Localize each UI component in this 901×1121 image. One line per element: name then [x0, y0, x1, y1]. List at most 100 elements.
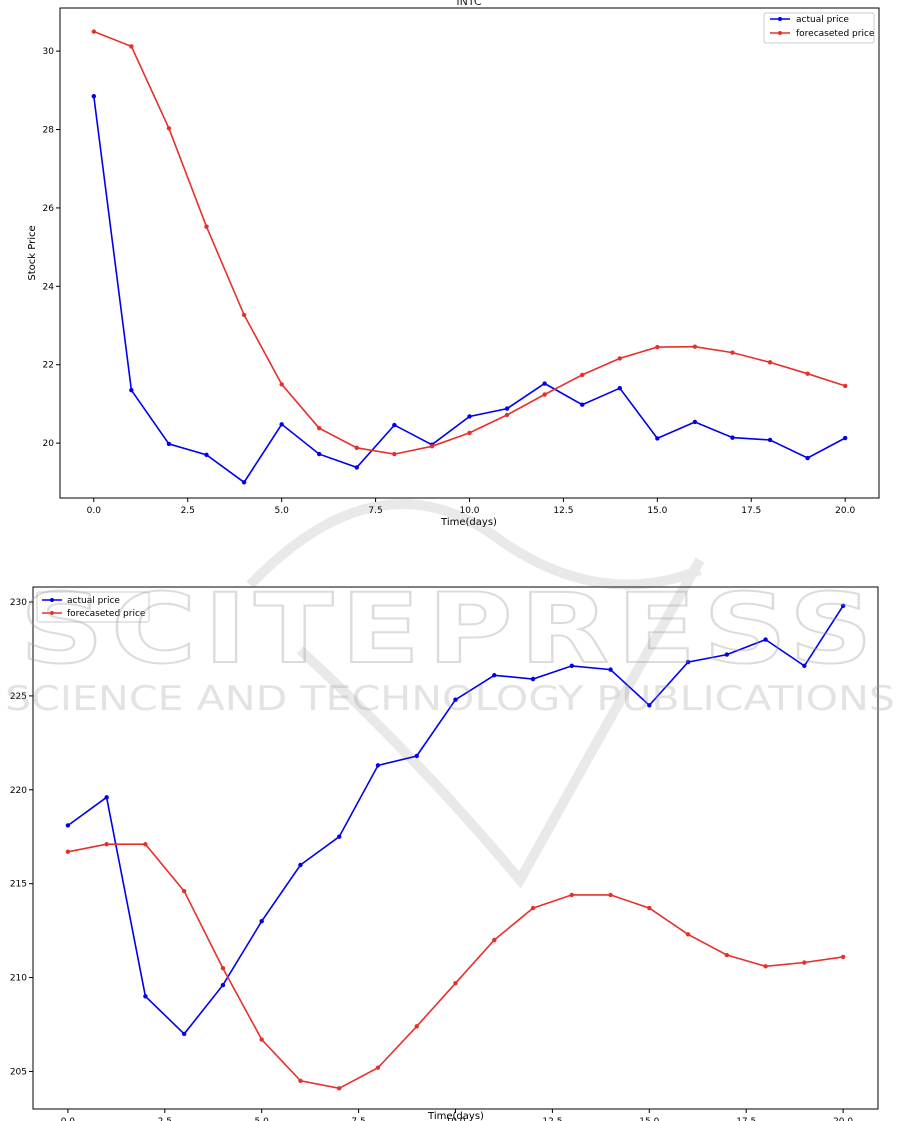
x-tick-label: 0.0: [87, 506, 102, 516]
data-point-actual: [204, 452, 209, 458]
data-point-actual: [569, 663, 574, 669]
data-point-forecast: [842, 383, 848, 389]
data-point-forecast: [204, 224, 209, 229]
data-point-actual: [453, 697, 458, 702]
x-tick-label: 20.0: [835, 506, 855, 516]
data-point-actual: [91, 94, 97, 99]
data-point-actual: [298, 862, 303, 868]
data-point-actual: [802, 663, 807, 669]
data-point-forecast: [259, 1037, 264, 1042]
data-point-forecast: [298, 1078, 303, 1084]
x-tick-label: 15.0: [639, 1117, 659, 1121]
x-tick-label: 5.0: [274, 506, 289, 516]
data-point-forecast: [617, 356, 622, 361]
data-point-forecast: [143, 842, 148, 847]
x-tick-label: 10.0: [445, 1117, 465, 1121]
x-tick-label: 7.5: [368, 506, 382, 516]
series-group: [65, 603, 846, 1091]
series-line-actual: [93, 96, 846, 484]
x-tick-label: 2.5: [181, 506, 195, 516]
y-tick-label: 30: [43, 47, 55, 57]
data-point-forecast: [724, 952, 730, 958]
data-point-forecast: [530, 905, 536, 911]
y-tick-label: 20: [43, 439, 55, 449]
x-axis-label: Time(days): [427, 1111, 484, 1121]
data-point-forecast: [65, 849, 71, 854]
data-point-forecast: [414, 1024, 419, 1029]
data-point-forecast: [279, 382, 284, 387]
legend-label-forecast: forecaseted price: [67, 609, 146, 619]
data-point-forecast: [220, 965, 226, 971]
data-point-forecast: [580, 372, 585, 378]
data-point-actual: [65, 823, 71, 828]
x-tick-label: 0.0: [61, 1117, 76, 1121]
legend-box: [36, 591, 150, 623]
data-point-forecast: [504, 412, 510, 418]
y-tick-label: 22: [43, 361, 54, 371]
data-point-actual: [414, 753, 419, 759]
data-point-actual: [842, 435, 848, 441]
x-tick-label: 20.0: [833, 1117, 853, 1121]
data-point-actual: [840, 603, 846, 608]
data-point-forecast: [542, 392, 547, 397]
data-point-forecast: [91, 29, 97, 34]
data-point-actual: [805, 455, 810, 461]
data-point-forecast: [730, 350, 735, 355]
plot-frame: [59, 7, 880, 499]
data-point-forecast: [317, 426, 322, 431]
data-point-forecast: [392, 451, 397, 457]
data-point-forecast: [181, 888, 187, 894]
data-point-actual: [617, 386, 622, 391]
data-point-actual: [492, 673, 497, 678]
series-line-forecast: [93, 30, 846, 455]
data-point-forecast: [608, 892, 613, 898]
axis-ticks: 0.0 2.5 5.0 7.5 10.0 12.5 15.0 17.5 20.0 20 22 24 26…: [43, 47, 856, 516]
data-point-actual: [392, 422, 397, 428]
x-tick-label: 10.0: [459, 506, 479, 516]
legend-marker-actual: [778, 17, 782, 21]
legend-label-actual: actual price: [67, 596, 120, 606]
data-point-forecast: [805, 371, 810, 376]
data-point-actual: [259, 919, 264, 924]
data-point-actual: [181, 1031, 187, 1037]
intc-price-chart: INTC 0.0 2.5 5.0 7.5 10.0 12.5 15.0 17.5 20.0 20 2…: [27, 0, 880, 528]
legend-box: [763, 12, 875, 44]
series-group: [91, 29, 848, 485]
data-point-actual: [143, 994, 148, 999]
data-point-actual: [655, 436, 660, 441]
data-point-forecast: [429, 444, 435, 449]
data-point-forecast: [685, 932, 691, 937]
legend: actual price forecaseted price: [36, 591, 150, 623]
y-tick-label: 28: [43, 126, 55, 136]
second-price-chart: 0.0 2.5 5.0 7.5 10.0 12.5 15.0 17.5 20.0 205 210 21…: [10, 586, 879, 1121]
plot-frame: [32, 586, 879, 1110]
data-point-forecast: [763, 964, 768, 969]
y-tick-label: 210: [10, 974, 27, 984]
data-point-actual: [220, 982, 226, 988]
x-tick-label: 17.5: [741, 506, 761, 516]
data-point-actual: [763, 637, 768, 642]
data-point-actual: [337, 834, 342, 839]
data-point-actual: [724, 652, 730, 657]
data-point-actual: [767, 437, 773, 443]
data-point-forecast: [802, 960, 807, 965]
x-tick-label: 7.5: [351, 1117, 365, 1121]
data-point-actual: [542, 381, 547, 386]
y-tick-label: 24: [43, 282, 55, 292]
y-axis-label: Stock Price: [27, 225, 38, 280]
data-point-actual: [354, 465, 359, 470]
data-point-forecast: [129, 44, 134, 49]
x-tick-label: 15.0: [647, 506, 667, 516]
x-tick-label: 12.5: [553, 506, 573, 516]
series-line-forecast: [67, 843, 844, 1090]
data-point-forecast: [337, 1086, 342, 1091]
data-point-forecast: [840, 954, 846, 960]
data-point-forecast: [354, 445, 359, 451]
series-line-actual: [67, 605, 844, 1036]
data-point-forecast: [467, 430, 472, 436]
legend-label-actual: actual price: [796, 15, 849, 25]
data-point-forecast: [375, 1065, 381, 1070]
legend-marker-forecast: [778, 31, 782, 35]
data-point-forecast: [492, 937, 497, 943]
legend-label-forecast: forecaseted price: [796, 29, 875, 39]
